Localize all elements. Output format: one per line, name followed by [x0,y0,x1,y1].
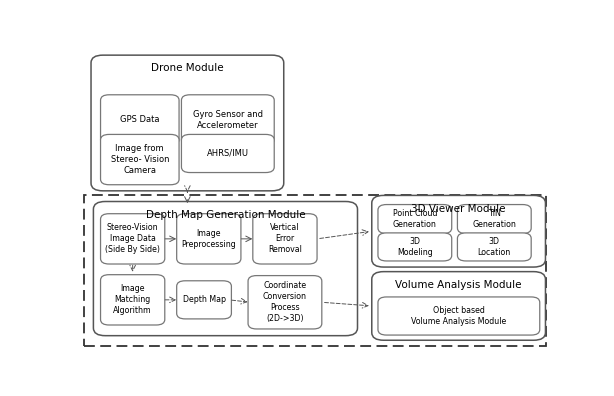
FancyBboxPatch shape [372,195,545,267]
Text: Image
Matching
Algorithm: Image Matching Algorithm [114,284,152,316]
Text: 3D
Modeling: 3D Modeling [397,237,433,257]
Text: Stereo-Vision
Image Data
(Side By Side): Stereo-Vision Image Data (Side By Side) [105,223,160,255]
Text: TIN
Generation: TIN Generation [472,209,516,229]
Bar [84,195,546,346]
FancyBboxPatch shape [253,214,317,264]
FancyBboxPatch shape [101,275,165,325]
Text: 3D Viewer Module: 3D Viewer Module [411,204,506,213]
FancyBboxPatch shape [378,297,540,335]
Text: 3D
Location: 3D Location [478,237,511,257]
Text: Image
Preprocessing: Image Preprocessing [181,229,236,249]
Text: Object based
Volume Analysis Module: Object based Volume Analysis Module [411,306,507,326]
FancyBboxPatch shape [177,214,241,264]
FancyBboxPatch shape [457,233,531,261]
FancyBboxPatch shape [378,205,452,234]
Text: Point Cloud
Generation: Point Cloud Generation [392,209,437,229]
FancyBboxPatch shape [93,202,357,336]
Text: AHRS/IMU: AHRS/IMU [207,149,249,158]
FancyBboxPatch shape [91,55,284,191]
Text: Image from
Stereo- Vision
Camera: Image from Stereo- Vision Camera [111,144,169,175]
FancyBboxPatch shape [457,205,531,234]
Text: Drone Module: Drone Module [151,63,223,73]
Text: Coordinate
Conversion
Process
(2D->3D): Coordinate Conversion Process (2D->3D) [263,281,307,324]
Text: GPS Data: GPS Data [120,116,160,124]
Text: Gyro Sensor and
Accelerometer: Gyro Sensor and Accelerometer [193,110,263,130]
FancyBboxPatch shape [101,214,165,264]
FancyBboxPatch shape [182,95,274,145]
FancyBboxPatch shape [378,233,452,261]
FancyBboxPatch shape [372,272,545,340]
Text: Depth Map Generation Module: Depth Map Generation Module [146,210,305,220]
Text: Volume Analysis Module: Volume Analysis Module [395,280,522,290]
FancyBboxPatch shape [182,134,274,173]
FancyBboxPatch shape [248,276,322,329]
FancyBboxPatch shape [101,95,179,145]
FancyBboxPatch shape [177,281,231,319]
FancyBboxPatch shape [101,134,179,185]
Text: Depth Map: Depth Map [182,295,225,305]
Text: Vertical
Error
Removal: Vertical Error Removal [268,223,302,255]
